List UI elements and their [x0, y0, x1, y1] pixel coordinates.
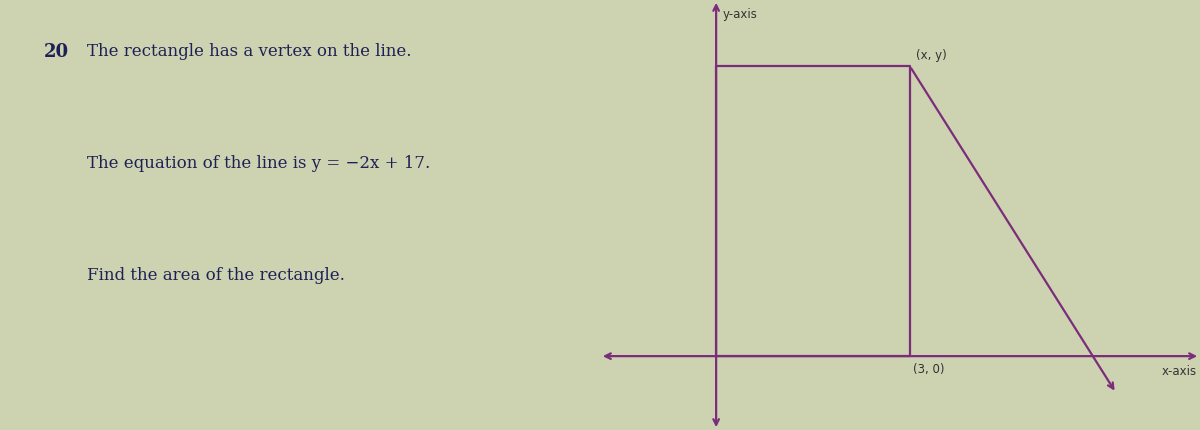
Text: The rectangle has a vertex on the line.: The rectangle has a vertex on the line.: [88, 43, 412, 60]
Text: Find the area of the rectangle.: Find the area of the rectangle.: [88, 267, 346, 284]
Text: The equation of the line is y = −2x + 17.: The equation of the line is y = −2x + 17…: [88, 155, 431, 172]
Text: (3, 0): (3, 0): [913, 363, 944, 376]
Text: x-axis: x-axis: [1162, 366, 1196, 378]
Text: 20: 20: [43, 43, 68, 61]
Text: y-axis: y-axis: [722, 8, 757, 21]
Text: (x, y): (x, y): [916, 49, 947, 62]
